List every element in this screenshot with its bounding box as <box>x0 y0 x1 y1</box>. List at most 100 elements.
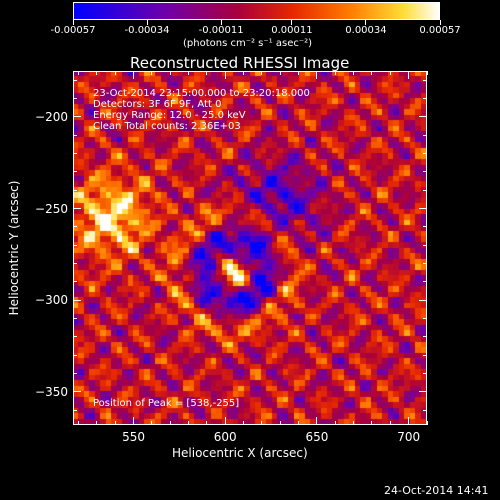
x-tick <box>133 417 135 425</box>
colorbar-tick <box>220 20 222 25</box>
heatmap-image <box>73 71 427 425</box>
x-tick-label: 550 <box>122 430 145 444</box>
x-minor-tick <box>298 421 300 425</box>
x-minor-tick <box>426 71 428 75</box>
x-minor-tick <box>371 71 373 75</box>
y-minor-tick <box>423 409 427 411</box>
x-tick-label: 600 <box>213 430 237 444</box>
y-tick <box>419 116 427 118</box>
y-minor-tick <box>423 336 427 338</box>
colorbar-tick-label: 0.00057 <box>419 25 461 36</box>
info-energy-range: Energy Range: 12.0 - 25.0 keV <box>93 110 246 121</box>
y-tick-label: −200 <box>35 109 68 124</box>
x-tick <box>408 417 410 425</box>
y-minor-tick <box>423 373 427 375</box>
x-minor-tick <box>389 71 391 75</box>
x-tick <box>316 417 318 425</box>
y-tick <box>419 299 427 301</box>
x-minor-tick <box>188 421 190 425</box>
x-minor-tick <box>243 71 245 75</box>
y-minor-tick <box>423 263 427 265</box>
y-minor-tick <box>73 409 77 411</box>
y-minor-tick <box>423 189 427 191</box>
y-minor-tick <box>423 318 427 320</box>
y-tick-label: −350 <box>35 384 68 399</box>
x-minor-tick <box>261 421 263 425</box>
y-minor-tick <box>73 354 77 356</box>
y-minor-tick <box>73 153 77 155</box>
x-minor-tick <box>298 71 300 75</box>
colorbar-tick-label: 0.00011 <box>271 25 313 36</box>
x-minor-tick <box>426 421 428 425</box>
y-minor-tick <box>73 189 77 191</box>
x-tick <box>408 71 410 79</box>
y-minor-tick <box>73 98 77 99</box>
x-minor-tick <box>334 71 336 75</box>
colorbar-tick <box>439 20 441 25</box>
x-minor-tick <box>389 421 391 425</box>
info-time-range: 23-Oct-2014 23:15:00.000 to 23:20:18.000 <box>93 88 310 99</box>
x-minor-tick <box>243 421 245 425</box>
footer-timestamp: 24-Oct-2014 14:41 <box>384 484 489 497</box>
x-minor-tick <box>279 421 281 425</box>
x-minor-tick <box>206 421 208 425</box>
y-tick <box>73 116 81 118</box>
y-tick <box>419 208 427 210</box>
x-minor-tick <box>371 421 373 425</box>
colorbar-tick-label: -0.00057 <box>50 25 96 36</box>
x-minor-tick <box>78 421 79 425</box>
colorbar-tick <box>291 20 293 25</box>
colorbar-tick-label: -0.00011 <box>198 25 244 36</box>
heatmap-plot-area <box>73 71 427 425</box>
x-tick <box>133 71 135 79</box>
y-minor-tick <box>73 244 77 246</box>
x-minor-tick <box>96 421 98 425</box>
colorbar-units: (photons cm⁻² s⁻¹ asec⁻²) <box>183 38 313 49</box>
y-minor-tick <box>423 354 427 356</box>
y-minor-tick <box>423 153 427 155</box>
x-minor-tick <box>169 71 171 75</box>
y-tick-label: −300 <box>35 293 68 308</box>
y-minor-tick <box>423 226 427 228</box>
x-minor-tick <box>353 421 355 425</box>
x-minor-tick <box>188 71 190 75</box>
x-minor-tick <box>78 71 79 75</box>
y-minor-tick <box>423 134 427 136</box>
y-tick <box>73 391 81 393</box>
x-minor-tick <box>169 421 171 425</box>
y-minor-tick <box>73 226 77 228</box>
x-minor-tick <box>261 71 263 75</box>
x-tick <box>316 71 318 79</box>
y-tick <box>73 299 81 301</box>
y-minor-tick <box>423 98 427 99</box>
x-minor-tick <box>96 71 98 75</box>
y-minor-tick <box>423 171 427 173</box>
x-minor-tick <box>151 71 153 75</box>
y-minor-tick <box>73 318 77 320</box>
x-minor-tick <box>151 421 153 425</box>
x-axis-label: Heliocentric X (arcsec) <box>172 446 308 460</box>
y-minor-tick <box>73 171 77 173</box>
y-tick <box>419 391 427 393</box>
info-peak-position: Position of Peak = [538,-255] <box>93 398 240 409</box>
x-minor-tick <box>114 71 116 75</box>
x-minor-tick <box>334 421 336 425</box>
colorbar-gradient <box>73 2 440 20</box>
y-minor-tick <box>73 79 77 81</box>
x-tick-label: 700 <box>397 430 421 444</box>
x-tick <box>224 417 226 425</box>
x-minor-tick <box>279 71 281 75</box>
colorbar-tick-label: -0.00034 <box>124 25 170 36</box>
y-minor-tick <box>73 134 77 136</box>
chart-title: Reconstructed RHESSI Image <box>130 54 350 72</box>
y-axis-label: Heliocentric Y (arcsec) <box>7 180 21 316</box>
y-tick-label: −250 <box>35 201 68 216</box>
y-tick <box>73 208 81 210</box>
y-minor-tick <box>73 373 77 375</box>
x-tick-label: 650 <box>305 430 329 444</box>
colorbar-tick <box>365 20 367 25</box>
colorbar-tick-label: 0.00034 <box>345 25 387 36</box>
y-minor-tick <box>423 281 427 283</box>
x-minor-tick <box>114 421 116 425</box>
x-tick <box>224 71 226 79</box>
